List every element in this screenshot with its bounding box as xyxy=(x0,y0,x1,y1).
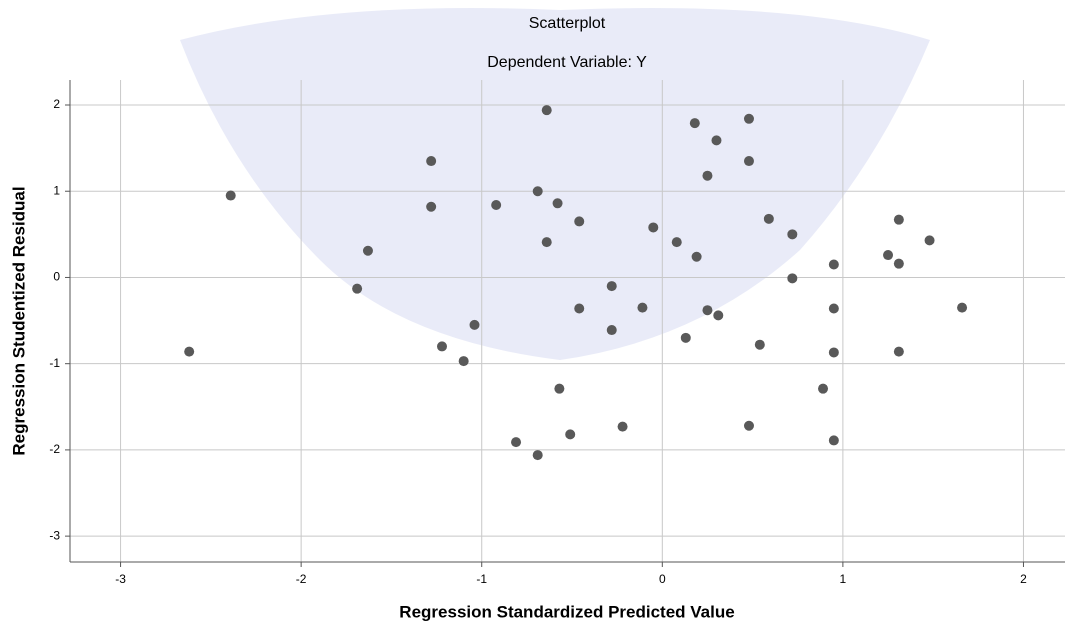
point xyxy=(672,237,682,247)
y-tick-label: -3 xyxy=(49,528,60,542)
point xyxy=(618,422,628,432)
point xyxy=(744,156,754,166)
point xyxy=(542,105,552,115)
point xyxy=(925,235,935,245)
page: Scatterplot Dependent Variable: Y Regres… xyxy=(0,0,1065,625)
x-tick-label: 1 xyxy=(840,572,847,586)
point xyxy=(637,303,647,313)
point xyxy=(692,252,702,262)
x-axis-title: Regression Standardized Predicted Value xyxy=(399,602,734,621)
y-tick-label: 0 xyxy=(53,270,60,284)
point xyxy=(829,435,839,445)
point xyxy=(744,114,754,124)
x-tick-label: -3 xyxy=(115,572,126,586)
point xyxy=(818,384,828,394)
point xyxy=(607,325,617,335)
point xyxy=(226,191,236,201)
x-tick-label: 2 xyxy=(1020,572,1027,586)
y-axis-title: Regression Studentized Residual xyxy=(9,186,28,455)
point xyxy=(787,229,797,239)
y-tick-label: 1 xyxy=(53,183,60,197)
point xyxy=(764,214,774,224)
y-tick-label: -2 xyxy=(49,442,60,456)
point xyxy=(459,356,469,366)
point xyxy=(713,310,723,320)
point xyxy=(894,259,904,269)
point xyxy=(829,347,839,357)
point xyxy=(491,200,501,210)
point xyxy=(787,273,797,283)
y-tick-label: -1 xyxy=(49,356,60,370)
point xyxy=(553,198,563,208)
point xyxy=(702,305,712,315)
point xyxy=(184,347,194,357)
point xyxy=(565,429,575,439)
point xyxy=(711,135,721,145)
chart-title: Scatterplot xyxy=(529,15,606,32)
point xyxy=(533,450,543,460)
point xyxy=(607,281,617,291)
x-tick-label: -2 xyxy=(296,572,307,586)
point xyxy=(702,171,712,181)
point xyxy=(533,186,543,196)
point xyxy=(829,303,839,313)
point xyxy=(554,384,564,394)
point xyxy=(894,215,904,225)
chart-subtitle: Dependent Variable: Y xyxy=(487,54,647,71)
point xyxy=(690,118,700,128)
point xyxy=(470,320,480,330)
x-tick-label: 0 xyxy=(659,572,666,586)
point xyxy=(352,284,362,294)
point xyxy=(437,341,447,351)
point xyxy=(829,260,839,270)
point xyxy=(426,202,436,212)
point xyxy=(883,250,893,260)
point xyxy=(363,246,373,256)
point xyxy=(755,340,765,350)
point xyxy=(542,237,552,247)
point xyxy=(744,421,754,431)
point xyxy=(894,347,904,357)
x-tick-label: -1 xyxy=(476,572,487,586)
point xyxy=(648,222,658,232)
point xyxy=(681,333,691,343)
chart: Scatterplot Dependent Variable: Y Regres… xyxy=(0,0,1065,625)
point xyxy=(957,303,967,313)
point xyxy=(574,303,584,313)
point xyxy=(511,437,521,447)
point xyxy=(426,156,436,166)
y-tick-label: 2 xyxy=(53,97,60,111)
point xyxy=(574,216,584,226)
